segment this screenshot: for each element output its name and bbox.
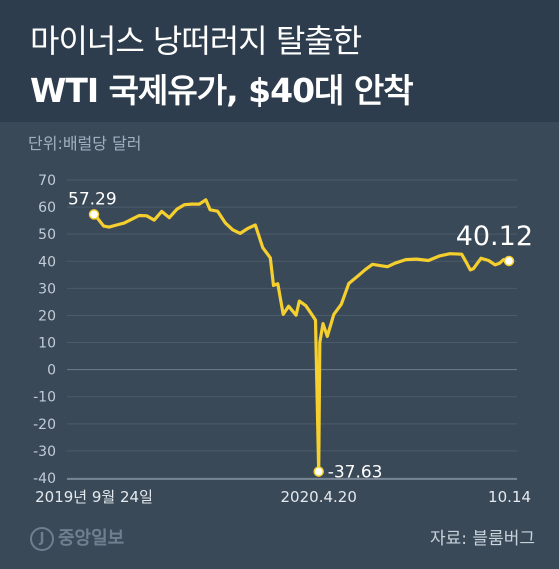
data-point-marker: [313, 466, 324, 477]
publisher-logo: J 중앙일보: [30, 524, 124, 551]
data-point-marker: [503, 255, 515, 267]
y-tick-label: -30: [33, 444, 56, 460]
y-tick-label: 20: [38, 308, 56, 324]
source-label: 자료: 블룸버그: [430, 529, 535, 549]
y-tick-label: 60: [38, 200, 56, 216]
y-tick-label: 50: [38, 227, 56, 243]
y-tick-label: 70: [38, 173, 56, 189]
chart-title-line1: 마이너스 낭떠러지 탈출한: [30, 22, 362, 60]
x-tick-label: 10.14: [488, 488, 531, 506]
y-tick-label: -10: [33, 390, 56, 406]
data-label: 40.12: [456, 221, 533, 252]
unit-label: 단위:배럴당 달러: [28, 134, 142, 153]
x-tick-label: 2019년 9월 24일: [35, 488, 153, 506]
header: 마이너스 낭떠러지 탈출한 WTI 국제유가, $40대 안착: [0, 0, 559, 122]
y-tick-label: -20: [33, 417, 56, 433]
series-line: [92, 198, 511, 474]
y-tick-label: 0: [47, 363, 56, 379]
x-tick-label: 2020.4.20: [281, 488, 357, 506]
data-label: 57.29: [68, 189, 117, 209]
logo-mark-icon: J: [30, 527, 54, 551]
data-label: -37.63: [328, 463, 383, 483]
y-tick-label: 10: [38, 336, 56, 352]
data-point-marker: [88, 209, 100, 220]
y-tick-label: -40: [33, 471, 56, 487]
chart-title-line2: WTI 국제유가, $40대 안착: [30, 71, 414, 110]
chart-panel: [0, 122, 559, 569]
y-tick-label: 30: [38, 281, 56, 297]
logo-text: 중앙일보: [58, 528, 125, 549]
y-tick-label: 40: [38, 254, 56, 270]
